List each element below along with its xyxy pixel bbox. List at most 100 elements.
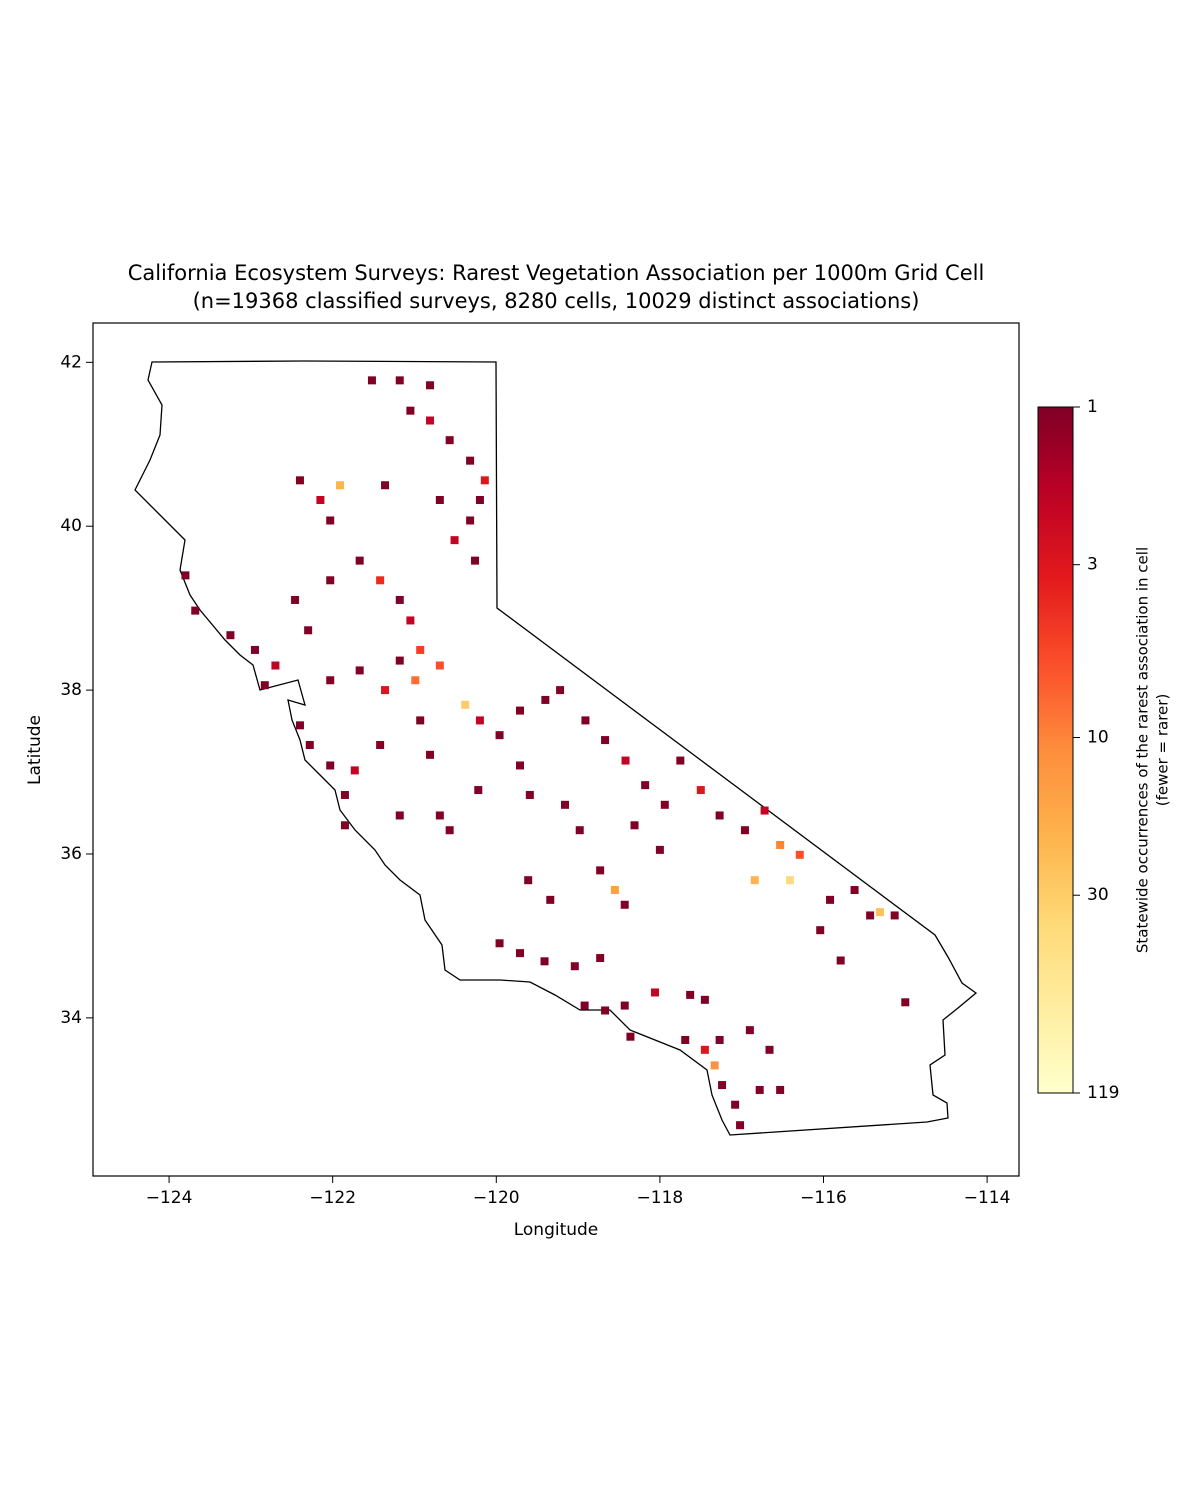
grid-cell xyxy=(340,790,349,799)
grid-cell xyxy=(696,786,705,795)
grid-cell xyxy=(836,956,845,965)
grid-cell xyxy=(740,826,749,835)
grid-cell xyxy=(575,826,584,835)
x-tick-label: −118 xyxy=(637,1188,684,1208)
grid-cell xyxy=(776,1085,785,1094)
y-tick-label: 38 xyxy=(60,680,82,700)
grid-cell xyxy=(381,686,390,695)
grid-cell xyxy=(700,1045,709,1054)
grid-cell xyxy=(736,1121,745,1130)
grid-cell xyxy=(426,381,435,390)
grid-cell xyxy=(580,1001,589,1010)
grid-cell xyxy=(516,949,525,958)
grid-cell xyxy=(776,840,785,849)
grid-cell xyxy=(395,595,404,604)
grid-cell xyxy=(826,895,835,904)
grid-cell xyxy=(546,895,555,904)
y-tick-label: 42 xyxy=(60,352,82,372)
grid-cell xyxy=(524,876,533,885)
grid-cell xyxy=(765,1045,774,1054)
grid-cell xyxy=(850,886,859,895)
x-axis-label: Longitude xyxy=(514,1220,599,1240)
state-outline xyxy=(134,360,978,1136)
x-tick-label: −124 xyxy=(146,1188,193,1208)
grid-cell xyxy=(655,845,664,854)
grid-cell xyxy=(570,962,579,971)
grid-cell xyxy=(326,761,335,770)
grid-cell xyxy=(295,721,304,730)
grid-cell xyxy=(416,716,425,725)
grid-cell xyxy=(541,695,550,704)
grid-cell xyxy=(226,631,235,640)
colorbar xyxy=(1037,406,1074,1094)
grid-cell xyxy=(450,536,459,545)
grid-cell xyxy=(700,995,709,1004)
grid-cell xyxy=(304,626,313,635)
grid-cell xyxy=(295,476,304,485)
grid-cell xyxy=(676,756,685,765)
grid-cell xyxy=(890,911,899,920)
grid-cell xyxy=(406,406,415,415)
x-tick-label: −120 xyxy=(473,1188,520,1208)
grid-cell xyxy=(630,821,639,830)
grid-cell xyxy=(416,645,425,654)
y-tick-label: 34 xyxy=(60,1008,82,1028)
grid-cell xyxy=(620,1001,629,1010)
axes-frame xyxy=(92,322,1020,1177)
grid-cell xyxy=(621,756,630,765)
y-axis-label: Latitude xyxy=(25,715,45,785)
colorbar-tick-label: 1 xyxy=(1087,397,1098,417)
grid-cell xyxy=(516,706,525,715)
y-tick-label: 40 xyxy=(60,516,82,536)
grid-cell xyxy=(250,645,259,654)
grid-cell xyxy=(540,957,549,966)
colorbar-tick-label: 10 xyxy=(1087,728,1109,748)
grid-cell xyxy=(755,1085,764,1094)
grid-cell xyxy=(395,656,404,665)
grid-cell xyxy=(516,761,525,770)
chart-title: California Ecosystem Surveys: Rarest Veg… xyxy=(128,261,985,285)
colorbar-tick-label: 30 xyxy=(1087,885,1109,905)
grid-cell xyxy=(461,700,470,709)
grid-cell xyxy=(750,876,759,885)
chart-subtitle: (n=19368 classified surveys, 8280 cells,… xyxy=(193,289,920,313)
grid-cell xyxy=(560,800,569,809)
grid-cell xyxy=(466,516,475,525)
grid-cell xyxy=(181,571,190,580)
grid-cell xyxy=(710,1061,719,1070)
grid-cell xyxy=(480,476,489,485)
grid-cell xyxy=(376,740,385,749)
grid-cell xyxy=(731,1100,740,1109)
colorbar-tick-label: 119 xyxy=(1087,1083,1119,1103)
grid-cell xyxy=(395,376,404,385)
grid-cell xyxy=(326,516,335,525)
grid-cell xyxy=(260,681,269,690)
grid-cell xyxy=(715,811,724,820)
grid-cell xyxy=(326,676,335,685)
y-tick-label: 36 xyxy=(60,844,82,864)
colorbar-label: Statewide occurrences of the rarest asso… xyxy=(1134,547,1152,953)
grid-cell xyxy=(495,731,504,740)
grid-cell xyxy=(875,908,884,917)
grid-cell xyxy=(686,990,695,999)
grid-cell xyxy=(745,1026,754,1035)
grid-cell xyxy=(426,416,435,425)
grid-cell xyxy=(660,800,669,809)
grid-cell xyxy=(474,786,483,795)
grid-cell xyxy=(581,716,590,725)
cells xyxy=(181,376,910,1130)
grid-cell xyxy=(475,495,484,504)
grid-cell xyxy=(475,716,484,725)
grid-cell xyxy=(626,1032,635,1041)
grid-cell xyxy=(445,826,454,835)
grid-cell xyxy=(760,806,769,815)
grid-cell xyxy=(718,1081,727,1090)
grid-cell xyxy=(316,495,325,504)
grid-cell xyxy=(291,595,300,604)
grid-cell xyxy=(816,926,825,935)
grid-cell xyxy=(406,616,415,625)
grid-cell xyxy=(191,606,200,615)
grid-cell xyxy=(641,781,650,790)
